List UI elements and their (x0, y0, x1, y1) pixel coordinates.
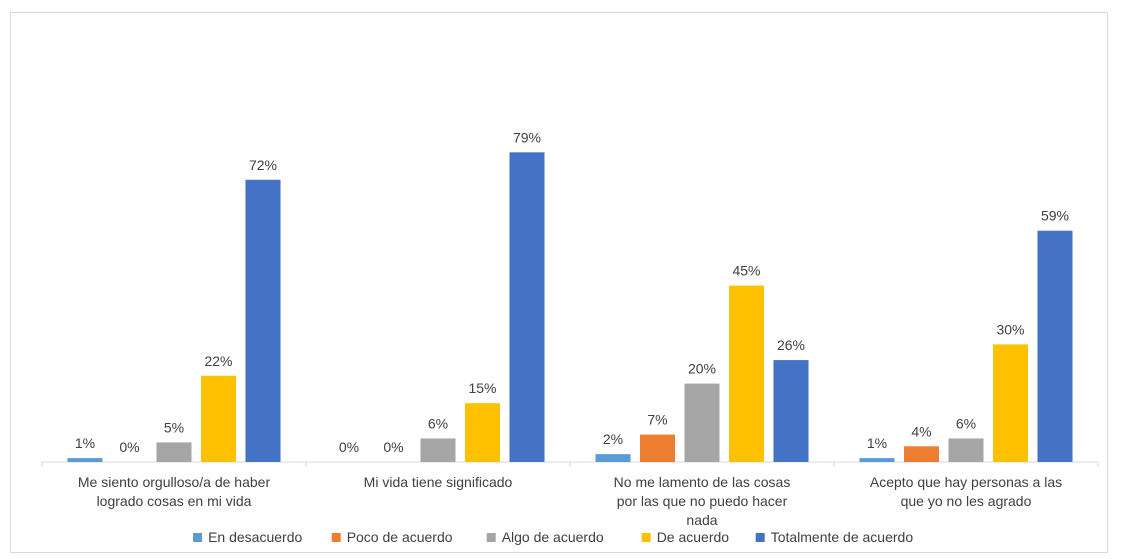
bar (773, 360, 809, 462)
bar (859, 458, 895, 462)
data-label: 26% (777, 337, 805, 353)
legend-label: Algo de acuerdo (502, 529, 604, 545)
data-label: 30% (996, 321, 1024, 337)
bar (465, 403, 500, 462)
legend-label: De acuerdo (657, 529, 730, 545)
data-label: 6% (428, 415, 448, 431)
data-label: 1% (867, 435, 887, 451)
data-label: 1% (75, 435, 95, 451)
data-label: 79% (513, 129, 541, 145)
bar (948, 438, 984, 462)
data-label: 20% (688, 361, 716, 377)
bar (509, 152, 545, 462)
bar (729, 285, 764, 462)
data-label: 0% (383, 439, 403, 455)
chart-frame (10, 12, 1108, 553)
legend-label: Poco de acuerdo (347, 529, 453, 545)
bar (201, 375, 236, 462)
legend-swatch (641, 533, 651, 542)
data-label: 7% (647, 412, 667, 428)
data-label: 59% (1041, 208, 1069, 224)
category-label: Me siento orgulloso/a de haber (78, 474, 271, 490)
category-label: No me lamento de las cosas (614, 474, 791, 490)
category-label: que yo no les agrado (901, 493, 1032, 509)
bar (993, 344, 1028, 462)
bar (684, 383, 720, 462)
data-label: 5% (164, 419, 184, 435)
legend-swatch (331, 533, 341, 542)
legend-swatch (755, 533, 765, 542)
legend-swatch (193, 533, 203, 542)
category-label: logrado cosas en mi vida (97, 493, 252, 509)
category-label: por las que no puedo hacer (617, 493, 788, 509)
legend-label: Totalmente de acuerdo (771, 529, 914, 545)
data-label: 45% (732, 263, 760, 279)
legend-label: En desacuerdo (208, 529, 302, 545)
bar (245, 179, 281, 462)
data-label: 0% (339, 439, 359, 455)
data-label: 6% (956, 415, 976, 431)
bar (156, 442, 192, 462)
bar (595, 454, 631, 462)
category-label: Mi vida tiene significado (364, 474, 513, 490)
bar (67, 458, 103, 462)
bar (1037, 230, 1073, 462)
bar (420, 438, 456, 462)
category-label: Acepto que hay personas a las (870, 474, 1062, 490)
data-label: 15% (468, 380, 496, 396)
bar (904, 446, 939, 462)
data-label: 2% (603, 431, 623, 447)
legend-swatch (486, 533, 496, 542)
data-label: 0% (119, 439, 139, 455)
data-label: 4% (911, 423, 931, 439)
data-label: 22% (204, 353, 232, 369)
data-label: 72% (249, 157, 277, 173)
bar (640, 434, 675, 462)
category-label: nada (686, 512, 717, 528)
